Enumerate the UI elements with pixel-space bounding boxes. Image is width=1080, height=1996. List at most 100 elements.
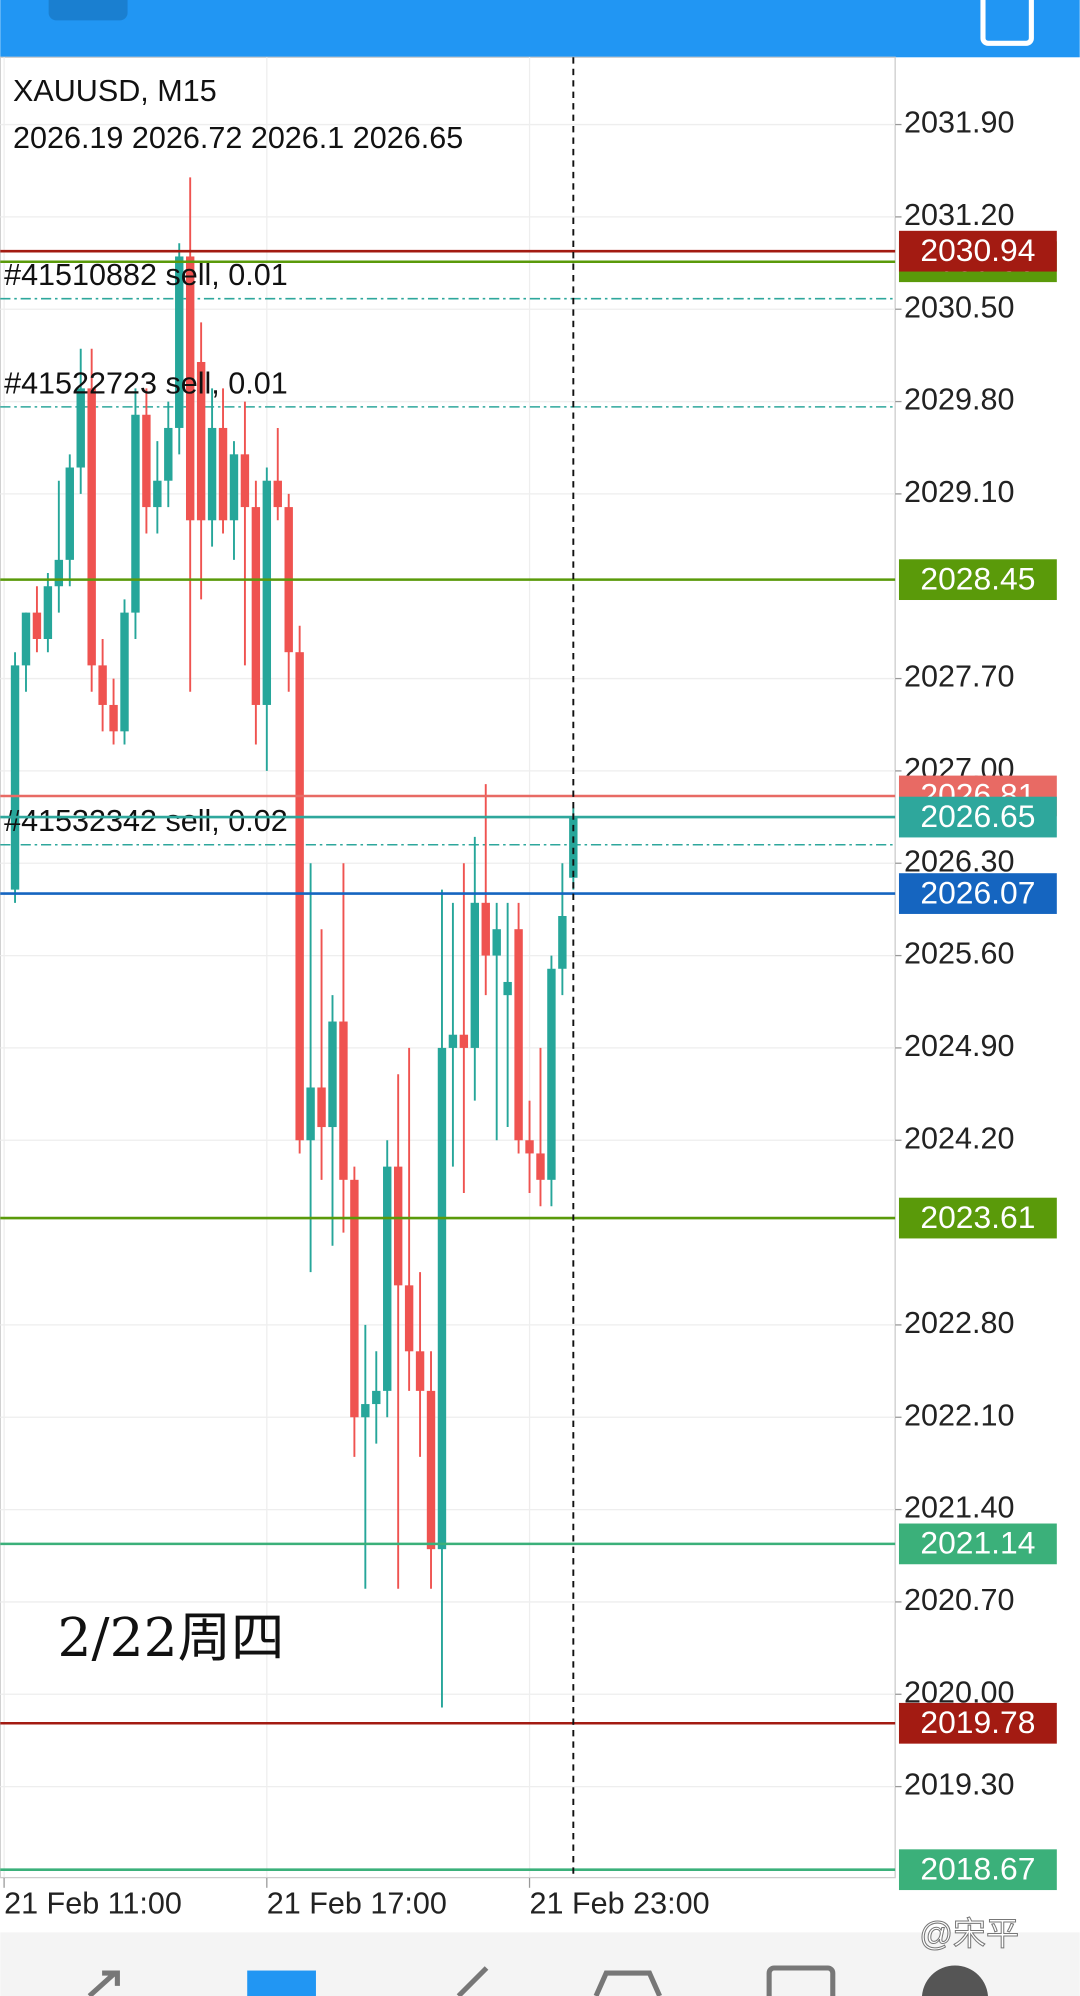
nav-news[interactable] xyxy=(766,1965,836,1996)
candle-body xyxy=(350,1179,359,1418)
candle-body xyxy=(481,902,490,956)
candle-body xyxy=(21,612,31,666)
candle-body xyxy=(43,586,53,639)
candle-body xyxy=(317,1087,326,1128)
x-tick-label: 21 Feb 17:00 xyxy=(267,1887,447,1921)
order-label: #41532342 sell, 0.02 xyxy=(4,804,288,838)
ohlc: 2026.19 2026.72 2026.1 2026.65 xyxy=(13,121,463,155)
candle-body xyxy=(514,929,523,1141)
order-label: #41522723 sell, 0.01 xyxy=(4,366,288,400)
candle-body xyxy=(54,559,64,587)
candle-body xyxy=(262,480,272,705)
candle-body xyxy=(372,1390,381,1405)
level-tag xyxy=(898,796,1057,838)
y-tick-label: 2021.40 xyxy=(904,1491,1014,1525)
open: 2026.19 xyxy=(13,121,123,155)
level-label: 2026.07 xyxy=(920,874,1035,910)
close: 2026.65 xyxy=(353,121,463,155)
candle-body xyxy=(87,388,96,666)
candle-body xyxy=(393,1166,403,1286)
level-label: 2026.65 xyxy=(920,798,1035,834)
level-tag xyxy=(898,230,1057,272)
level-label: 2023.61 xyxy=(920,1199,1035,1235)
candle-body xyxy=(547,968,556,1180)
candle-body xyxy=(492,929,501,956)
candle-body xyxy=(240,454,250,508)
nav-quotes[interactable] xyxy=(87,1970,120,1996)
level-label: 2018.67 xyxy=(920,1850,1035,1886)
y-tick-label: 2020.70 xyxy=(904,1583,1014,1617)
y-tick-label: 2031.90 xyxy=(904,106,1014,140)
symbol: XAUUSD, M15 xyxy=(13,74,217,108)
y-tick-label: 2024.90 xyxy=(904,1029,1014,1063)
candle-body xyxy=(328,1021,337,1128)
candle-body xyxy=(120,612,129,732)
candle-body xyxy=(426,1390,436,1550)
candle-body xyxy=(404,1285,414,1352)
menu-icon[interactable] xyxy=(980,0,1034,46)
level-tag xyxy=(898,1523,1057,1565)
level-tag xyxy=(898,873,1057,914)
app-bar xyxy=(0,0,1080,58)
y-tick-label: 2029.80 xyxy=(904,383,1014,417)
candle-body xyxy=(10,665,20,890)
low: 2026.1 xyxy=(251,121,344,155)
candle-body xyxy=(98,665,107,705)
y-tick-label: 2030.50 xyxy=(904,290,1014,324)
level-tag xyxy=(898,1702,1057,1744)
candle-body xyxy=(218,427,228,521)
y-tick-label: 2031.20 xyxy=(904,198,1014,232)
candle-body xyxy=(525,1140,534,1154)
candle-body xyxy=(229,454,239,521)
y-tick-label: 2027.70 xyxy=(904,660,1014,694)
bottom-nav xyxy=(0,1932,1080,1996)
candle-body xyxy=(185,256,195,521)
x-tick-label: 21 Feb 11:00 xyxy=(4,1887,182,1921)
candle-body xyxy=(448,1034,458,1048)
candle-body xyxy=(437,1047,447,1550)
candle-body xyxy=(131,414,140,613)
candle-body xyxy=(503,981,512,996)
candle-body xyxy=(164,427,173,481)
y-tick-label: 2022.80 xyxy=(904,1306,1014,1340)
y-tick-label: 2022.10 xyxy=(904,1398,1014,1432)
nav-history[interactable] xyxy=(593,1970,662,1996)
candle-body xyxy=(273,480,282,508)
candle-body xyxy=(536,1153,545,1180)
level-label: 2019.78 xyxy=(920,1704,1035,1740)
candle-body xyxy=(339,1021,348,1180)
candle-body xyxy=(32,612,42,639)
watermark: @宋平 xyxy=(919,1916,1019,1953)
candle-body xyxy=(415,1351,425,1391)
y-tick-label: 2024.20 xyxy=(904,1121,1014,1155)
candle-body xyxy=(295,652,304,1141)
candle-body xyxy=(306,1087,315,1141)
candle-body xyxy=(569,817,578,878)
candle-body xyxy=(251,507,261,705)
level-tag xyxy=(898,1197,1057,1239)
y-tick-label: 2025.60 xyxy=(904,937,1014,971)
candle-body xyxy=(65,467,74,560)
nav-chart[interactable] xyxy=(247,1970,316,1996)
candle-body xyxy=(383,1166,392,1391)
candle-body xyxy=(142,414,151,508)
level-label: 2028.45 xyxy=(920,560,1035,596)
high: 2026.72 xyxy=(132,121,242,155)
candle-body xyxy=(558,916,567,969)
candle-body xyxy=(196,361,206,521)
x-tick-label: 21 Feb 23:00 xyxy=(530,1887,710,1921)
level-label: 2030.94 xyxy=(920,232,1035,268)
candle-body xyxy=(109,704,118,732)
candle-body xyxy=(175,256,184,428)
level-tag xyxy=(898,1849,1057,1891)
nav-settings[interactable] xyxy=(921,1965,988,1996)
nav-trade[interactable] xyxy=(456,1966,489,1996)
back-button[interactable] xyxy=(48,0,128,21)
candle-body xyxy=(207,427,217,521)
plot-area xyxy=(0,56,896,1879)
candle-body xyxy=(76,388,85,468)
order-label: #41510882 sell, 0.01 xyxy=(4,258,288,292)
candle-body xyxy=(470,902,480,1048)
